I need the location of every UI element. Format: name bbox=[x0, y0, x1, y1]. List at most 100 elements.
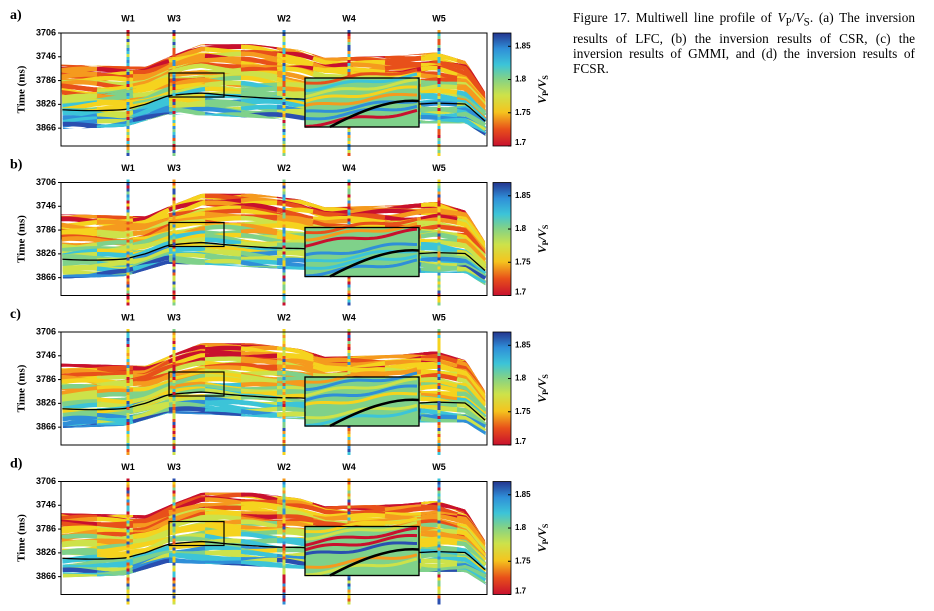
well-log bbox=[282, 401, 286, 404]
well-log bbox=[126, 84, 130, 87]
well-log bbox=[126, 577, 130, 581]
well-log bbox=[437, 93, 441, 96]
well-log bbox=[172, 550, 176, 554]
seismic-layer bbox=[61, 274, 102, 280]
well-log bbox=[347, 434, 351, 437]
well-log bbox=[172, 335, 176, 338]
well-log bbox=[172, 386, 176, 389]
well-log bbox=[172, 251, 176, 255]
seismic-layer bbox=[61, 125, 102, 134]
well-log bbox=[126, 150, 130, 153]
well-log bbox=[172, 266, 176, 270]
well-log bbox=[347, 347, 351, 350]
seismic-layer bbox=[205, 37, 245, 40]
seismic-layer bbox=[204, 406, 246, 415]
well-log bbox=[126, 30, 130, 33]
well-log bbox=[282, 422, 286, 425]
well-log bbox=[126, 90, 130, 93]
well-log bbox=[126, 347, 130, 350]
well-log bbox=[347, 182, 351, 186]
well-log bbox=[282, 353, 286, 356]
well-log bbox=[126, 484, 130, 488]
well-log bbox=[437, 102, 441, 105]
well-log bbox=[282, 230, 286, 234]
well-log bbox=[347, 290, 351, 294]
well-label: W2 bbox=[277, 462, 291, 472]
well-label: W4 bbox=[342, 163, 356, 173]
well-log bbox=[172, 413, 176, 416]
seismic-layer bbox=[96, 206, 138, 213]
well-log bbox=[437, 138, 441, 141]
seismic-layer bbox=[240, 51, 282, 63]
seismic-layer bbox=[312, 215, 354, 222]
well-log bbox=[126, 520, 130, 524]
y-tick-label: 3746 bbox=[36, 201, 56, 211]
well-log bbox=[282, 227, 286, 231]
well-log bbox=[437, 538, 441, 542]
well-log bbox=[172, 185, 176, 189]
well-log bbox=[172, 574, 176, 578]
seismic-layer bbox=[384, 347, 426, 354]
well-log bbox=[126, 431, 130, 434]
seismic-layer bbox=[61, 116, 102, 125]
y-tick-label: 3746 bbox=[36, 51, 56, 61]
seismic-layer bbox=[384, 46, 426, 54]
seismic-layer bbox=[204, 529, 246, 535]
well-log bbox=[172, 589, 176, 593]
highlight-box bbox=[168, 72, 225, 98]
well-log bbox=[126, 478, 130, 482]
well-log bbox=[437, 278, 441, 282]
well-log bbox=[282, 191, 286, 195]
inset-layer bbox=[305, 236, 417, 250]
well-log bbox=[347, 54, 351, 57]
inset-layer bbox=[305, 528, 417, 545]
well-log bbox=[437, 535, 441, 539]
well-log bbox=[126, 434, 130, 437]
well-log bbox=[437, 484, 441, 488]
panel-label: b) bbox=[10, 158, 23, 173]
well-log bbox=[437, 529, 441, 533]
well-log bbox=[172, 434, 176, 437]
well-log bbox=[126, 389, 130, 392]
colorbar-label-part: / bbox=[535, 534, 549, 540]
seismic-layer bbox=[420, 373, 462, 383]
seismic-layer bbox=[420, 125, 462, 132]
well-log bbox=[126, 126, 130, 129]
well-log bbox=[437, 362, 441, 365]
well-log bbox=[282, 532, 286, 536]
well-log bbox=[437, 577, 441, 581]
seismic-layer bbox=[168, 552, 210, 564]
well-log bbox=[172, 362, 176, 365]
seismic-layer bbox=[420, 558, 462, 566]
well-log bbox=[126, 517, 130, 521]
well-log bbox=[282, 565, 286, 569]
well-log bbox=[437, 284, 441, 288]
well-log bbox=[437, 335, 441, 338]
seismic-layer bbox=[348, 198, 390, 205]
well-log bbox=[437, 48, 441, 51]
seismic-layer bbox=[204, 540, 246, 551]
well-log bbox=[282, 586, 286, 590]
seismic-layer bbox=[240, 270, 282, 276]
seismic-layer bbox=[456, 529, 487, 558]
well-log bbox=[172, 117, 176, 120]
well-log bbox=[347, 212, 351, 216]
seismic-layer bbox=[384, 48, 426, 56]
well-log bbox=[437, 395, 441, 398]
well-log bbox=[172, 203, 176, 207]
well-log bbox=[126, 407, 130, 410]
well-log bbox=[126, 410, 130, 413]
well-log bbox=[282, 505, 286, 509]
seismic-layer bbox=[240, 358, 282, 366]
well-log bbox=[126, 359, 130, 362]
well-log bbox=[172, 377, 176, 380]
seismic-layer bbox=[240, 343, 282, 345]
seismic-layer bbox=[168, 381, 210, 391]
well-log bbox=[282, 257, 286, 261]
well-label: W1 bbox=[121, 462, 135, 472]
inset-frame bbox=[304, 77, 420, 128]
seismic-layer bbox=[61, 355, 102, 364]
well-log bbox=[282, 290, 286, 294]
well-log bbox=[282, 84, 286, 87]
well-log bbox=[172, 523, 176, 527]
